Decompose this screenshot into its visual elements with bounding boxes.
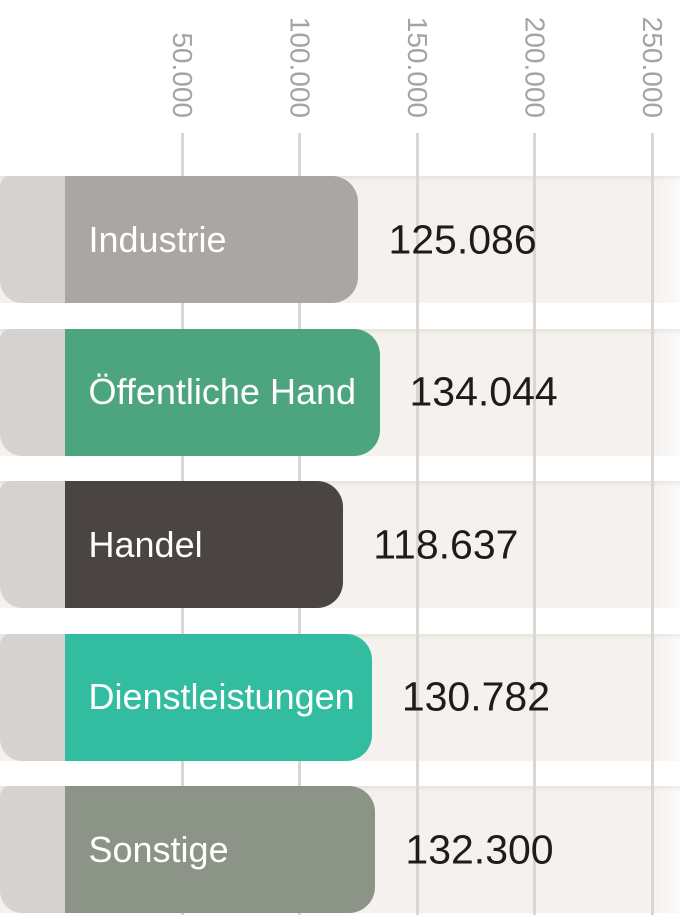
x-axis-tick-label: 200.000 [519, 16, 551, 118]
bar-left-cap [0, 633, 65, 761]
x-axis-tick-label: 100.000 [284, 16, 316, 118]
gridline [415, 133, 419, 915]
bar-category-label: Dienstleistungen [88, 676, 355, 717]
bar-left-cap [0, 786, 65, 913]
bar: Industrie [64, 176, 359, 303]
bar: Handel [64, 481, 344, 608]
gridline [533, 133, 536, 915]
bar-value-label: 130.782 [401, 673, 551, 720]
gridline [650, 133, 654, 915]
x-axis-tick-label: 250.000 [637, 16, 668, 118]
bar-value-label: 125.086 [388, 216, 537, 262]
x-axis-tick-label: 150.000 [402, 16, 433, 118]
bar-value-label: 134.044 [409, 368, 558, 415]
bar-left-cap [0, 176, 65, 303]
bar: Dienstleistungen [64, 633, 372, 761]
bar-left-cap [0, 481, 65, 608]
bar-category-label: Sonstige [88, 828, 229, 870]
bar: Öffentliche Hand [64, 328, 380, 456]
bar-value-label: 132.300 [405, 826, 554, 872]
bar-category-label: Industrie [88, 218, 227, 260]
bar-value-label: 118.637 [373, 521, 519, 567]
bar-left-cap [0, 328, 65, 456]
bar: Sonstige [64, 786, 376, 913]
bar-category-label: Handel [88, 523, 203, 565]
bar-category-label: Öffentliche Hand [88, 371, 357, 412]
x-axis-tick-label: 50.000 [167, 32, 198, 118]
